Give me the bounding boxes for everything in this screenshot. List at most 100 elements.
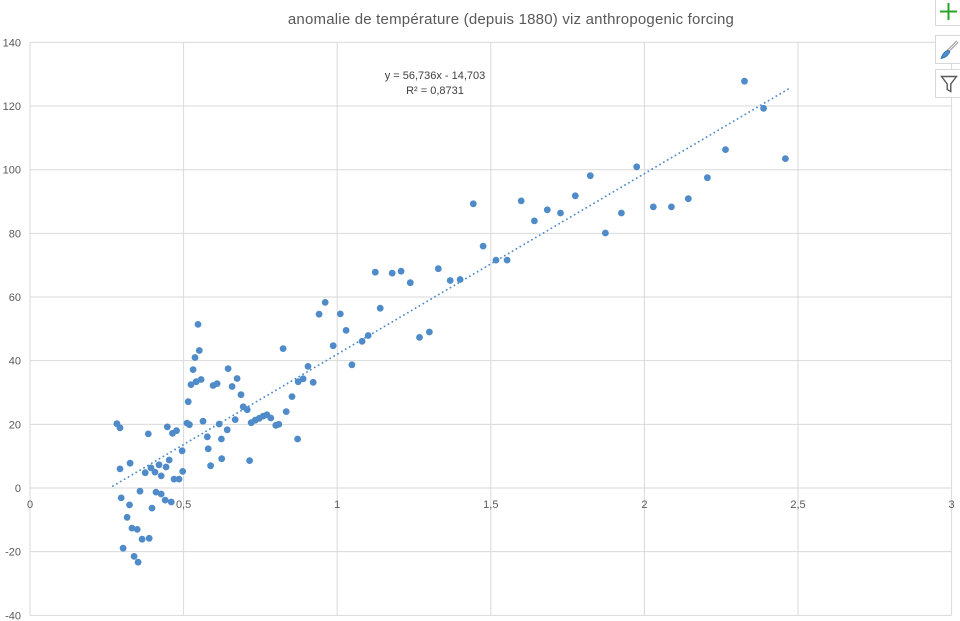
scatter-point[interactable]: [426, 328, 433, 336]
scatter-point[interactable]: [782, 155, 789, 163]
scatter-point[interactable]: [364, 332, 372, 339]
scatter-point[interactable]: [116, 424, 124, 432]
scatter-point[interactable]: [358, 337, 366, 345]
scatter-point[interactable]: [479, 242, 487, 250]
scatter-point[interactable]: [543, 206, 551, 214]
scatter-point[interactable]: [194, 321, 202, 328]
scatter-point[interactable]: [406, 279, 414, 287]
scatter-point[interactable]: [134, 558, 142, 566]
scatter-point[interactable]: [668, 203, 675, 211]
scatter-point[interactable]: [243, 406, 251, 414]
scatter-point[interactable]: [162, 463, 170, 471]
scatter-point[interactable]: [179, 468, 187, 475]
y-axis-tick-label[interactable]: 120: [3, 101, 21, 113]
scatter-point[interactable]: [157, 472, 165, 480]
scatter-point[interactable]: [633, 163, 641, 171]
scatter-point[interactable]: [282, 408, 290, 415]
chart-filters-button[interactable]: [935, 69, 960, 98]
scatter-point[interactable]: [165, 456, 173, 464]
trendline-label[interactable]: y = 56,736x - 14,703 R² = 0,8731: [349, 69, 521, 99]
scatter-point[interactable]: [123, 513, 131, 521]
scatter-point[interactable]: [186, 421, 193, 429]
scatter-point[interactable]: [207, 462, 215, 470]
scatter-point[interactable]: [315, 310, 323, 318]
scatter-point[interactable]: [376, 304, 384, 312]
scatter-point[interactable]: [203, 433, 211, 441]
scatter-point[interactable]: [199, 417, 207, 425]
scatter-point[interactable]: [126, 459, 134, 467]
scatter-point[interactable]: [416, 334, 423, 341]
scatter-point[interactable]: [138, 535, 146, 543]
scatter-point[interactable]: [218, 435, 225, 443]
scatter-point[interactable]: [228, 383, 236, 390]
scatter-point[interactable]: [223, 426, 231, 434]
scatter-point[interactable]: [170, 475, 178, 483]
scatter-point[interactable]: [388, 269, 396, 277]
scatter-point[interactable]: [148, 504, 156, 512]
chart-styles-button[interactable]: [935, 35, 960, 64]
scatter-point[interactable]: [151, 468, 159, 476]
y-axis-tick-label[interactable]: 40: [9, 356, 21, 368]
scatter-point[interactable]: [469, 200, 477, 208]
x-axis-tick-label[interactable]: 2: [641, 499, 647, 511]
scatter-point[interactable]: [446, 277, 454, 284]
x-axis-tick-label[interactable]: 2,5: [790, 499, 805, 511]
scatter-point[interactable]: [213, 380, 221, 387]
scatter-point[interactable]: [136, 487, 144, 495]
trendline[interactable]: [112, 87, 790, 487]
scatter-point[interactable]: [309, 378, 317, 386]
scatter-series[interactable]: [113, 77, 789, 566]
scatter-point[interactable]: [237, 391, 245, 399]
scatter-point[interactable]: [741, 77, 748, 85]
y-axis-tick-label[interactable]: 60: [9, 292, 21, 304]
scatter-point[interactable]: [163, 423, 171, 431]
scatter-point[interactable]: [348, 361, 356, 369]
x-axis-tick-label[interactable]: 3: [949, 499, 955, 511]
y-axis-tick-label[interactable]: 20: [9, 419, 21, 431]
y-axis-tick-label[interactable]: 140: [3, 37, 21, 49]
scatter-point[interactable]: [128, 524, 136, 532]
scatter-point[interactable]: [503, 256, 511, 264]
scatter-point[interactable]: [288, 393, 296, 400]
chart-elements-button[interactable]: [935, 0, 960, 26]
scatter-point[interactable]: [155, 461, 163, 469]
scatter-point[interactable]: [231, 416, 239, 423]
scatter-point[interactable]: [434, 265, 442, 273]
scatter-point[interactable]: [304, 363, 312, 370]
x-axis-tick-label[interactable]: 1: [334, 499, 340, 511]
scatter-point[interactable]: [187, 381, 195, 388]
scatter-point[interactable]: [145, 534, 153, 542]
scatter-point[interactable]: [130, 553, 138, 560]
scatter-point[interactable]: [722, 146, 729, 154]
scatter-point[interactable]: [157, 490, 165, 498]
scatter-point[interactable]: [760, 104, 767, 112]
y-axis-tick-label[interactable]: -20: [5, 547, 21, 559]
y-axis-tick-label[interactable]: 100: [3, 165, 21, 177]
scatter-point[interactable]: [321, 299, 329, 306]
scatter-point[interactable]: [233, 375, 241, 382]
scatter-point[interactable]: [175, 475, 183, 483]
scatter-point[interactable]: [133, 526, 141, 533]
scatter-point[interactable]: [294, 378, 302, 386]
scatter-point[interactable]: [204, 445, 212, 453]
scatter-point[interactable]: [141, 469, 149, 477]
scatter-point[interactable]: [294, 435, 301, 443]
scatter-point[interactable]: [684, 195, 692, 203]
x-axis-tick-label[interactable]: 0: [27, 499, 33, 511]
scatter-point[interactable]: [342, 327, 350, 334]
scatter-point[interactable]: [299, 375, 307, 383]
scatter-point[interactable]: [602, 229, 609, 237]
scatter-point[interactable]: [224, 365, 232, 372]
scatter-point[interactable]: [571, 192, 579, 200]
scatter-point[interactable]: [246, 457, 254, 464]
scatter-point[interactable]: [267, 414, 275, 422]
scatter-point[interactable]: [167, 498, 175, 506]
y-axis-tick-label[interactable]: 80: [9, 228, 21, 240]
scatter-point[interactable]: [618, 209, 625, 217]
scatter-point[interactable]: [178, 447, 186, 455]
scatter-point[interactable]: [119, 544, 127, 552]
scatter-point[interactable]: [116, 465, 124, 473]
scatter-point[interactable]: [197, 376, 205, 383]
x-axis-tick-label[interactable]: 0,5: [176, 499, 191, 511]
chart-title[interactable]: anomalie de température (depuis 1880) vi…: [287, 11, 735, 28]
